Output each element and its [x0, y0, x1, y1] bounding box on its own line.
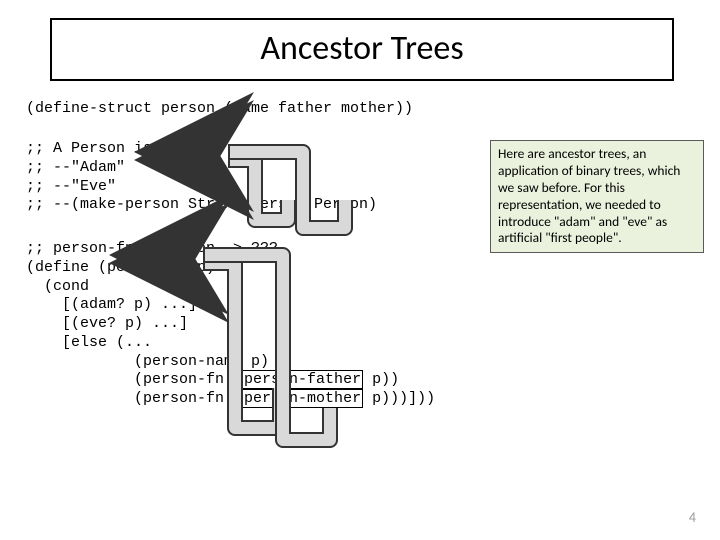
fn-mother-post: p)))])) [363, 390, 435, 407]
fn-father-post: p)) [363, 371, 399, 388]
fn-cond: (cond [26, 278, 89, 295]
fn-mother-line: (person-fn (person-mother p)))])) [26, 389, 435, 408]
comment-line-3: ;; --"Eve" [26, 178, 116, 195]
fn-adam-clause: [(adam? p) ...] [26, 296, 197, 313]
person-mother-highlight: person-mother [242, 389, 363, 408]
type-comment-block: ;; A Person is either ;; --"Adam" ;; --"… [26, 140, 377, 215]
page-number: 4 [689, 509, 696, 526]
comment-line-2: ;; --"Adam" [26, 159, 125, 176]
function-template: ;; person-fn : Person -> ??? (define (pe… [26, 240, 435, 409]
person-father-highlight: person-father [242, 370, 363, 389]
fn-name-call: (person-name p) [26, 353, 269, 370]
slide-title: Ancestor Trees [260, 28, 463, 69]
fn-else-clause: [else (... [26, 334, 152, 351]
fn-signature: ;; person-fn : Person -> ??? [26, 240, 278, 257]
fn-father-pre: (person-fn ( [26, 371, 242, 388]
title-container: Ancestor Trees [50, 18, 674, 81]
struct-definition: (define-struct person (name father mothe… [26, 100, 413, 119]
fn-eve-clause: [(eve? p) ...] [26, 315, 188, 332]
explanation-note: Here are ancestor trees, an application … [490, 140, 704, 253]
comment-line-1: ;; A Person is either [26, 140, 215, 157]
comment-line-4: ;; --(make-person String Person Person) [26, 196, 377, 213]
fn-father-line: (person-fn (person-father p)) [26, 370, 399, 389]
fn-mother-pre: (person-fn ( [26, 390, 242, 407]
fn-define: (define (person-fn p) [26, 259, 215, 276]
